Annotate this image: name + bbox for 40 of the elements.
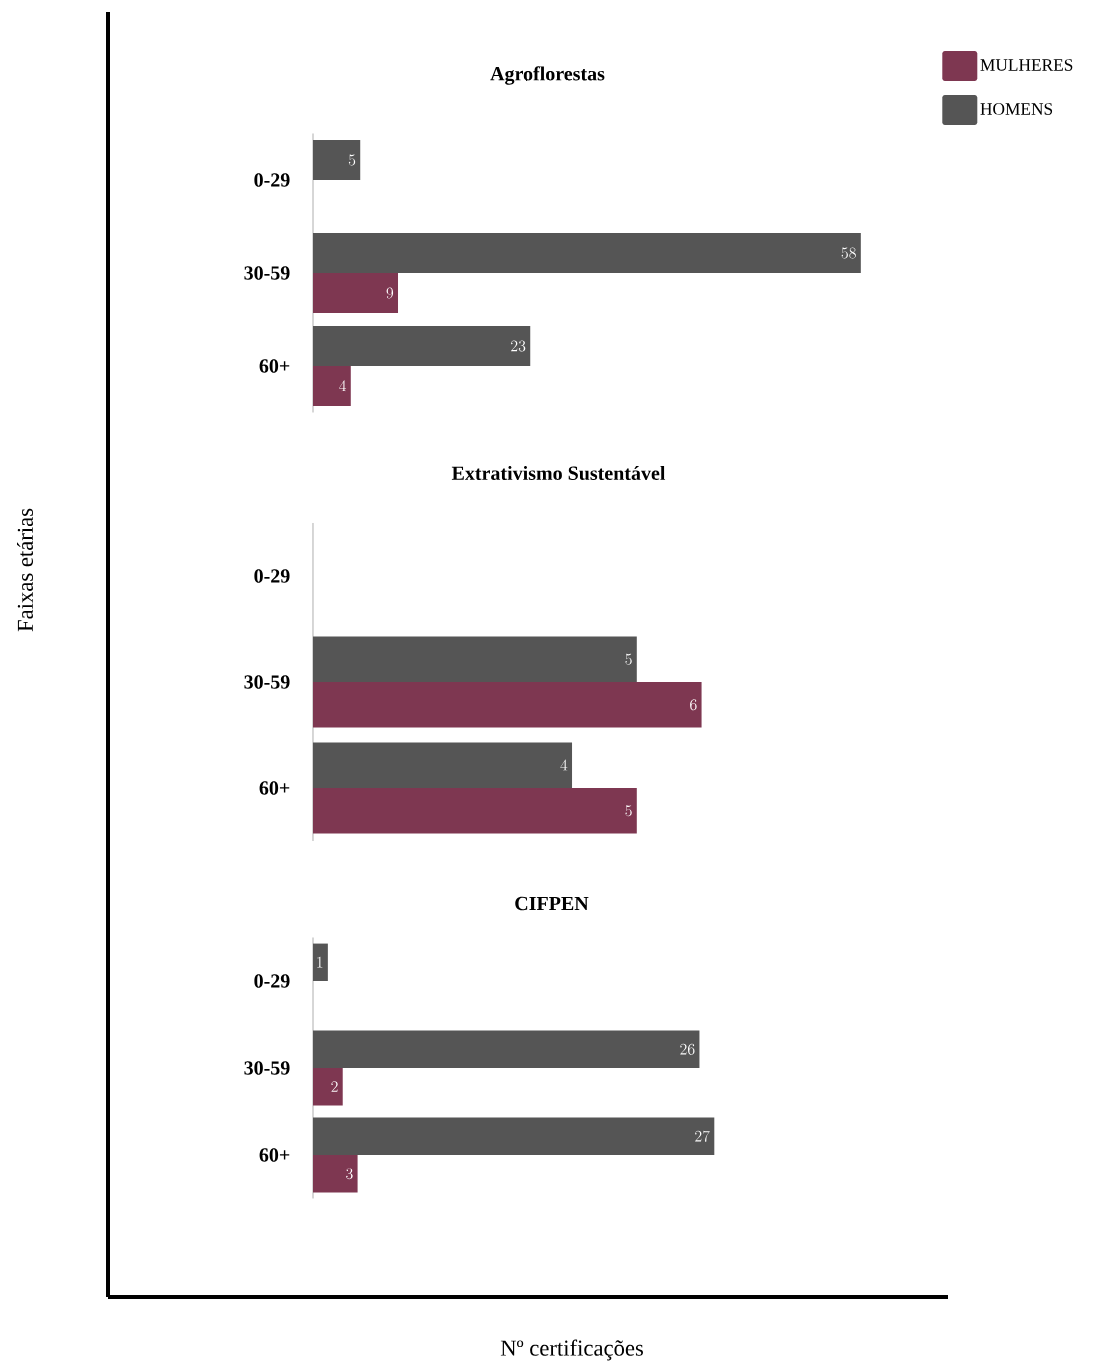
chart-title: Agroflorestas xyxy=(490,66,605,85)
data-label: 58 xyxy=(841,247,856,259)
data-label: 5 xyxy=(625,805,632,817)
y-tick-label: 0-29 xyxy=(254,974,290,988)
y-tick-label: 60+ xyxy=(259,359,290,373)
data-label: 6 xyxy=(690,699,697,711)
bar xyxy=(313,943,328,981)
data-label: 9 xyxy=(386,287,394,299)
data-label: 3 xyxy=(346,1168,353,1180)
legend-label: HOMENS xyxy=(980,103,1053,115)
bar xyxy=(313,272,399,313)
data-label: 2 xyxy=(331,1081,338,1092)
bar xyxy=(313,1030,700,1068)
y-tick-label: 60+ xyxy=(259,781,290,795)
data-label: 27 xyxy=(695,1130,710,1142)
x-axis-title: Nº certificações xyxy=(500,1339,643,1361)
y-tick-label: 0-29 xyxy=(254,173,290,187)
y-axis-title: Faixas etárias xyxy=(17,508,33,632)
y-tick-label: 30-59 xyxy=(244,675,290,689)
data-label: 4 xyxy=(339,380,347,392)
bar xyxy=(313,233,861,273)
y-tick-label: 0-29 xyxy=(254,569,290,583)
data-label: 1 xyxy=(317,956,323,968)
bar xyxy=(313,1067,343,1106)
y-tick-label: 30-59 xyxy=(244,1061,290,1075)
data-label: 4 xyxy=(560,759,568,771)
data-label: 26 xyxy=(680,1043,695,1055)
chart-title: CIFPEN xyxy=(515,896,589,911)
data-label: 23 xyxy=(511,340,526,352)
bar xyxy=(313,365,351,406)
bar xyxy=(313,1154,358,1193)
bar xyxy=(313,1117,715,1155)
y-tick-label: 30-59 xyxy=(244,266,290,280)
chart-title: Extrativismo Sustentável xyxy=(451,465,666,481)
data-label: 5 xyxy=(348,154,356,166)
data-label: 5 xyxy=(625,653,632,665)
y-tick-label: 60+ xyxy=(259,1148,290,1162)
bar xyxy=(313,139,361,180)
bar xyxy=(313,325,531,366)
legend-label: MULHERES xyxy=(980,59,1073,71)
